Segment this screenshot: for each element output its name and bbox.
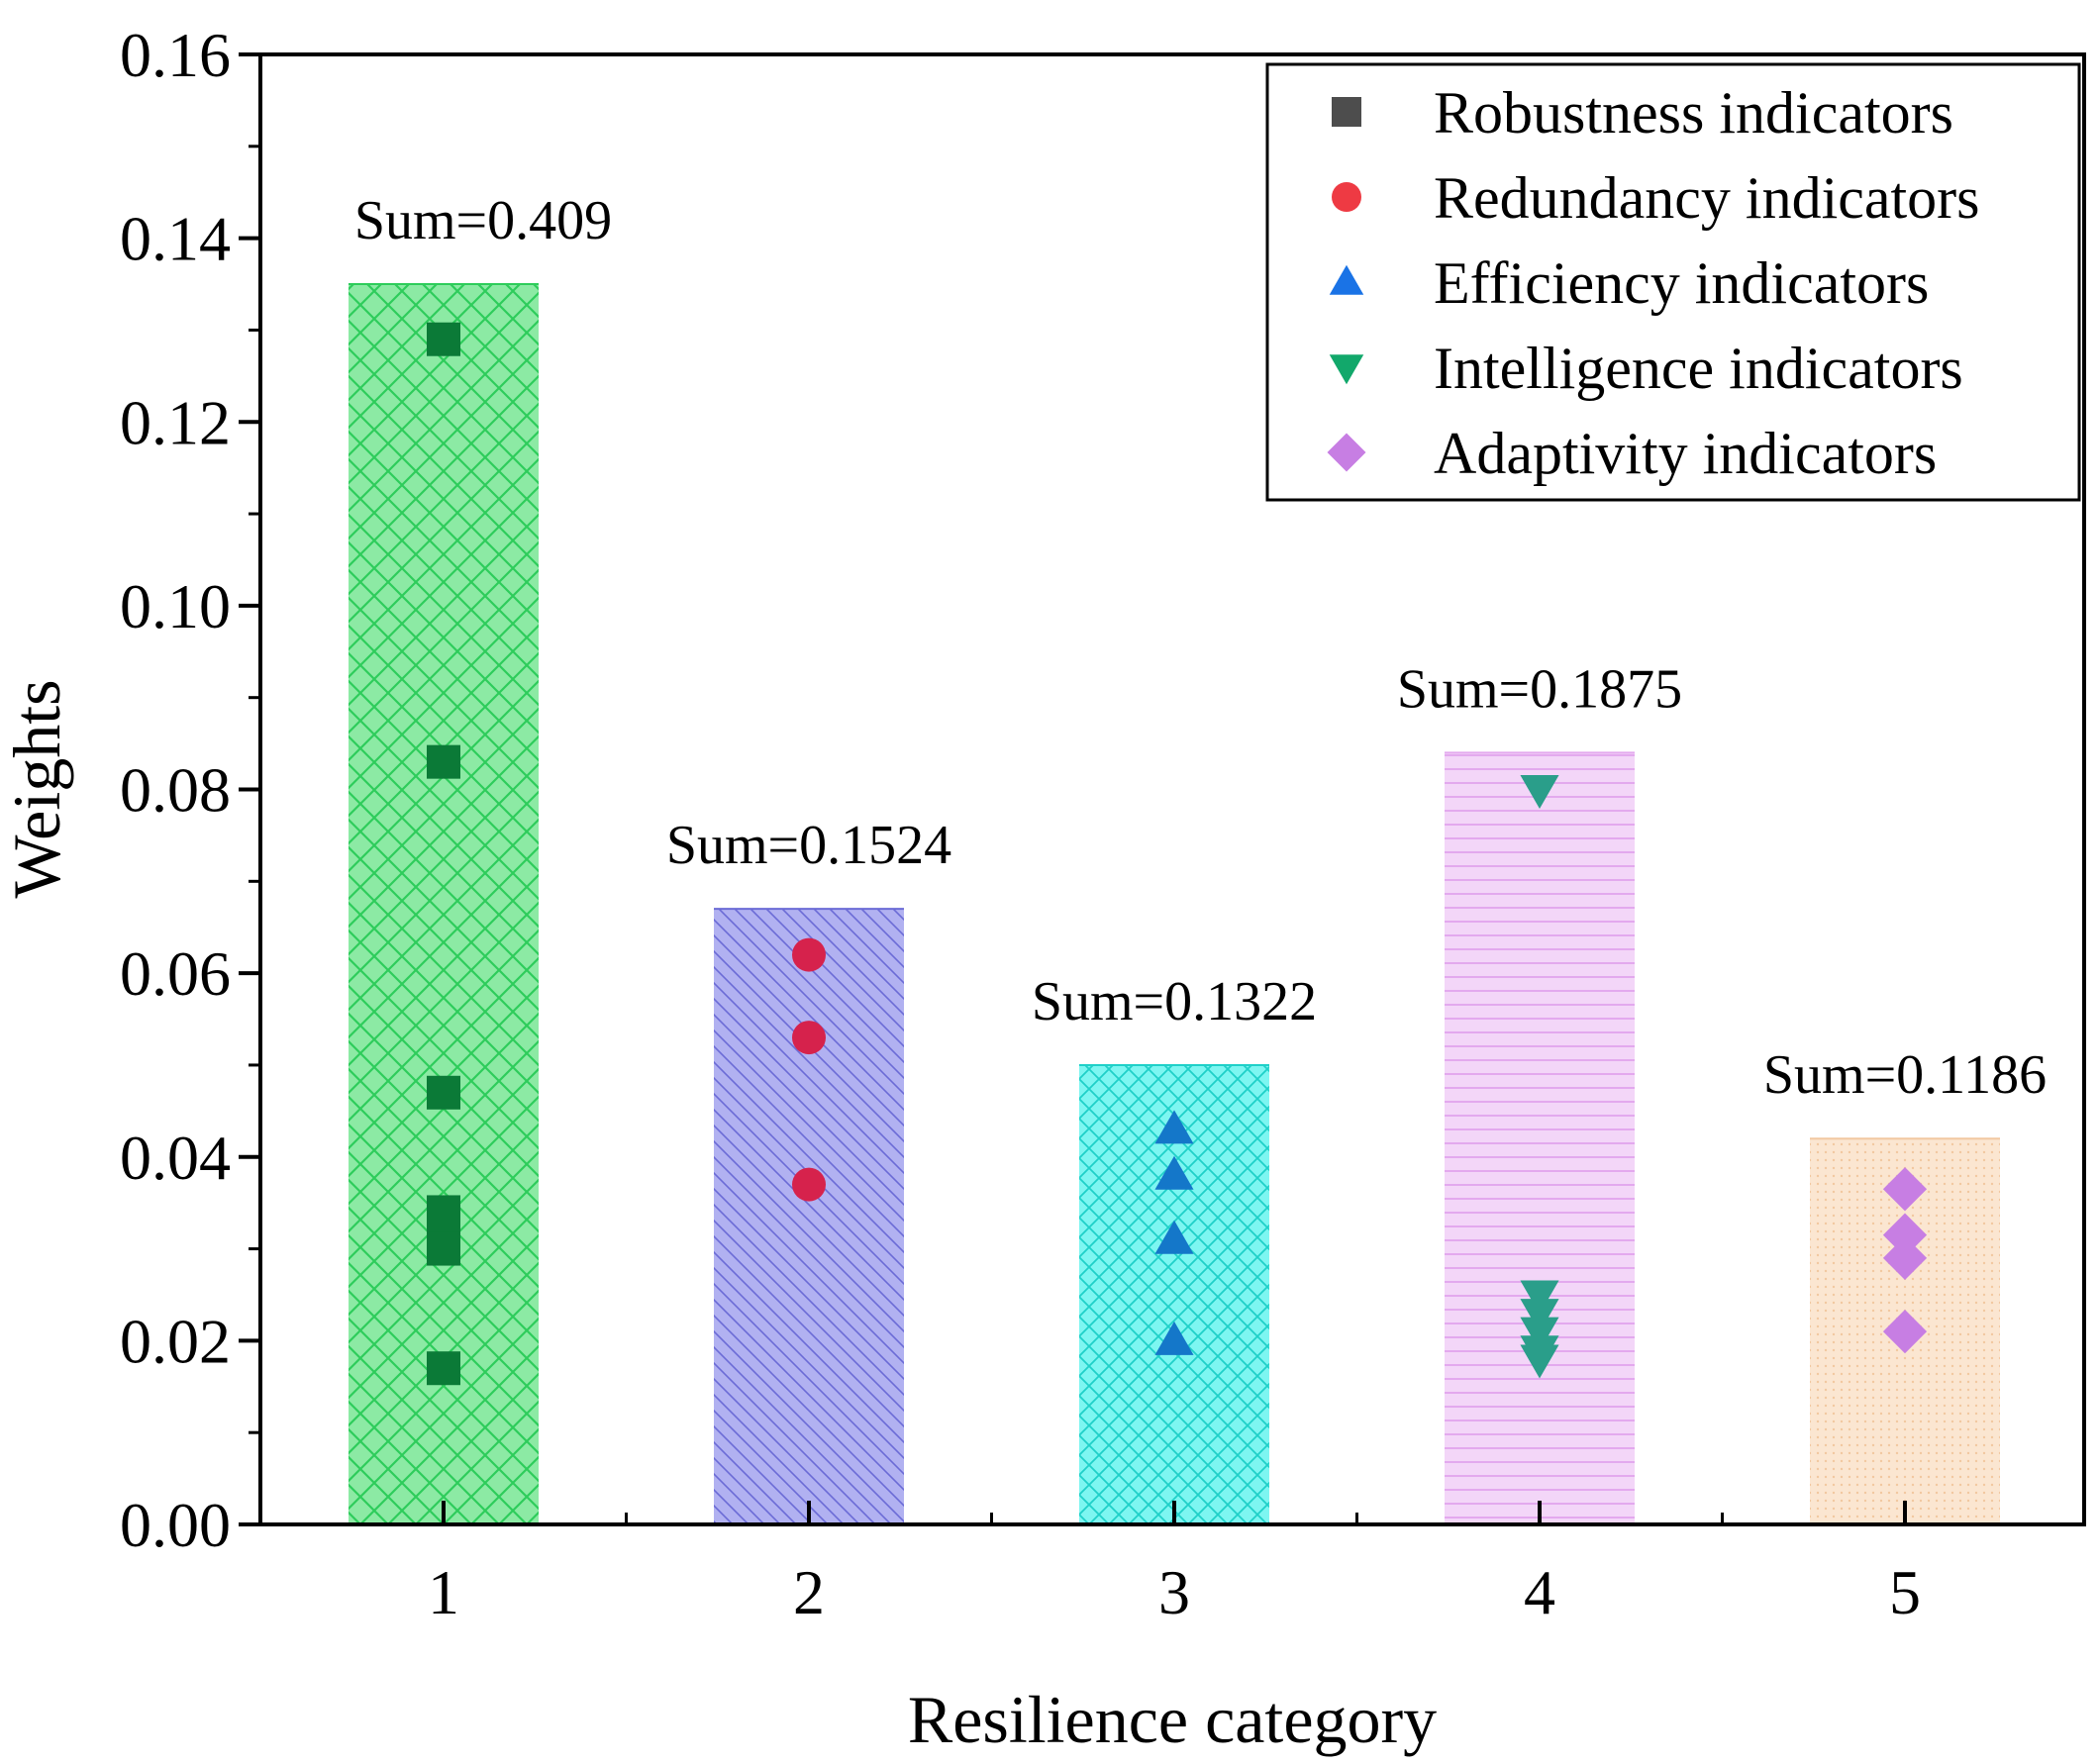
points-layer (427, 322, 1928, 1386)
data-point (427, 1075, 460, 1110)
data-point (1154, 1110, 1194, 1144)
y-tick-label: 0.12 (120, 387, 231, 457)
data-point (1520, 1344, 1559, 1379)
y-tick-label: 0.04 (120, 1123, 231, 1193)
y-tick-label: 0.08 (120, 755, 231, 826)
legend-item-robustness: Robustness indicators (1332, 80, 1953, 146)
bar-hatch (714, 909, 904, 1524)
series-adaptivity (1882, 1167, 1928, 1354)
sum-label-4: Sum=0.1875 (1397, 658, 1682, 720)
series-redundancy (792, 937, 826, 1202)
data-point (792, 1021, 826, 1055)
legend-item-intelligence: Intelligence indicators (1329, 336, 1963, 401)
legend-item-adaptivity: Adaptivity indicators (1327, 421, 1937, 486)
y-axis: 0.00 0.02 0.04 0.06 0.08 0.10 0.12 0.14 0.16 (120, 20, 260, 1560)
data-point (792, 1167, 826, 1202)
y-tick-label: 0.16 (120, 20, 231, 90)
data-point (1520, 775, 1559, 810)
bar-4 (1445, 751, 1635, 1524)
data-point (427, 744, 460, 779)
bar-hatch (349, 284, 539, 1524)
data-point (792, 937, 826, 972)
legend-label: Adaptivity indicators (1434, 421, 1937, 486)
y-tick-label: 0.10 (120, 571, 231, 641)
data-point (1154, 1155, 1194, 1190)
y-tick-label: 0.02 (120, 1306, 231, 1376)
series-intelligence (1520, 775, 1559, 1379)
data-point (1154, 1321, 1194, 1355)
data-point (1882, 1167, 1928, 1212)
x-tick-label: 1 (428, 1557, 459, 1627)
sum-label-2: Sum=0.1524 (666, 815, 951, 876)
legend-label: Intelligence indicators (1434, 336, 1963, 401)
legend: Robustness indicators Redundancy indicato… (1265, 62, 2081, 502)
data-point (1882, 1235, 1928, 1280)
sum-label-3: Sum=0.1322 (1032, 971, 1317, 1032)
legend-label: Efficiency indicators (1434, 250, 1929, 316)
data-point (427, 322, 460, 356)
legend-item-efficiency: Efficiency indicators (1329, 250, 1929, 316)
data-point (427, 1231, 460, 1266)
legend-marker (1329, 264, 1364, 295)
bar-hatch (1445, 752, 1635, 1524)
series-robustness (427, 322, 460, 1386)
x-axis-title: Resilience category (908, 1682, 1437, 1757)
data-point (1520, 1280, 1559, 1315)
data-point (1520, 1317, 1559, 1351)
legend-box (1265, 62, 2081, 502)
legend-label: Redundancy indicators (1434, 165, 1980, 231)
legend-marker (1327, 433, 1366, 472)
sum-labels: Sum=0.409 Sum=0.1524 Sum=0.1322 Sum=0.1875 S… (354, 190, 2047, 1106)
x-tick-label: 2 (793, 1557, 825, 1627)
legend-marker (1332, 182, 1361, 212)
data-point (1882, 1309, 1928, 1354)
y-axis-title: Weights (0, 679, 74, 898)
legend-item-redundancy: Redundancy indicators (1332, 165, 1980, 231)
sum-label-1: Sum=0.409 (354, 190, 612, 251)
bar-2 (714, 908, 904, 1524)
bar-1 (349, 283, 539, 1524)
series-efficiency (1154, 1110, 1194, 1355)
bars-layer (349, 283, 2000, 1524)
y-tick-label: 0.14 (120, 204, 231, 274)
y-tick-label: 0.06 (120, 938, 231, 1009)
x-tick-label: 4 (1524, 1557, 1555, 1627)
x-tick-label: 3 (1158, 1557, 1190, 1627)
y-tick-label: 0.00 (120, 1490, 231, 1560)
sum-label-5: Sum=0.1186 (1763, 1044, 2047, 1106)
legend-marker (1329, 354, 1364, 385)
legend-marker (1332, 97, 1361, 127)
x-tick-label: 5 (1889, 1557, 1921, 1627)
data-point (1882, 1213, 1928, 1257)
data-point (1154, 1220, 1194, 1254)
data-point (427, 1351, 460, 1386)
x-axis: 1 2 3 4 5 (428, 1501, 1921, 1627)
data-point (1520, 1299, 1559, 1333)
legend-label: Robustness indicators (1434, 80, 1953, 146)
